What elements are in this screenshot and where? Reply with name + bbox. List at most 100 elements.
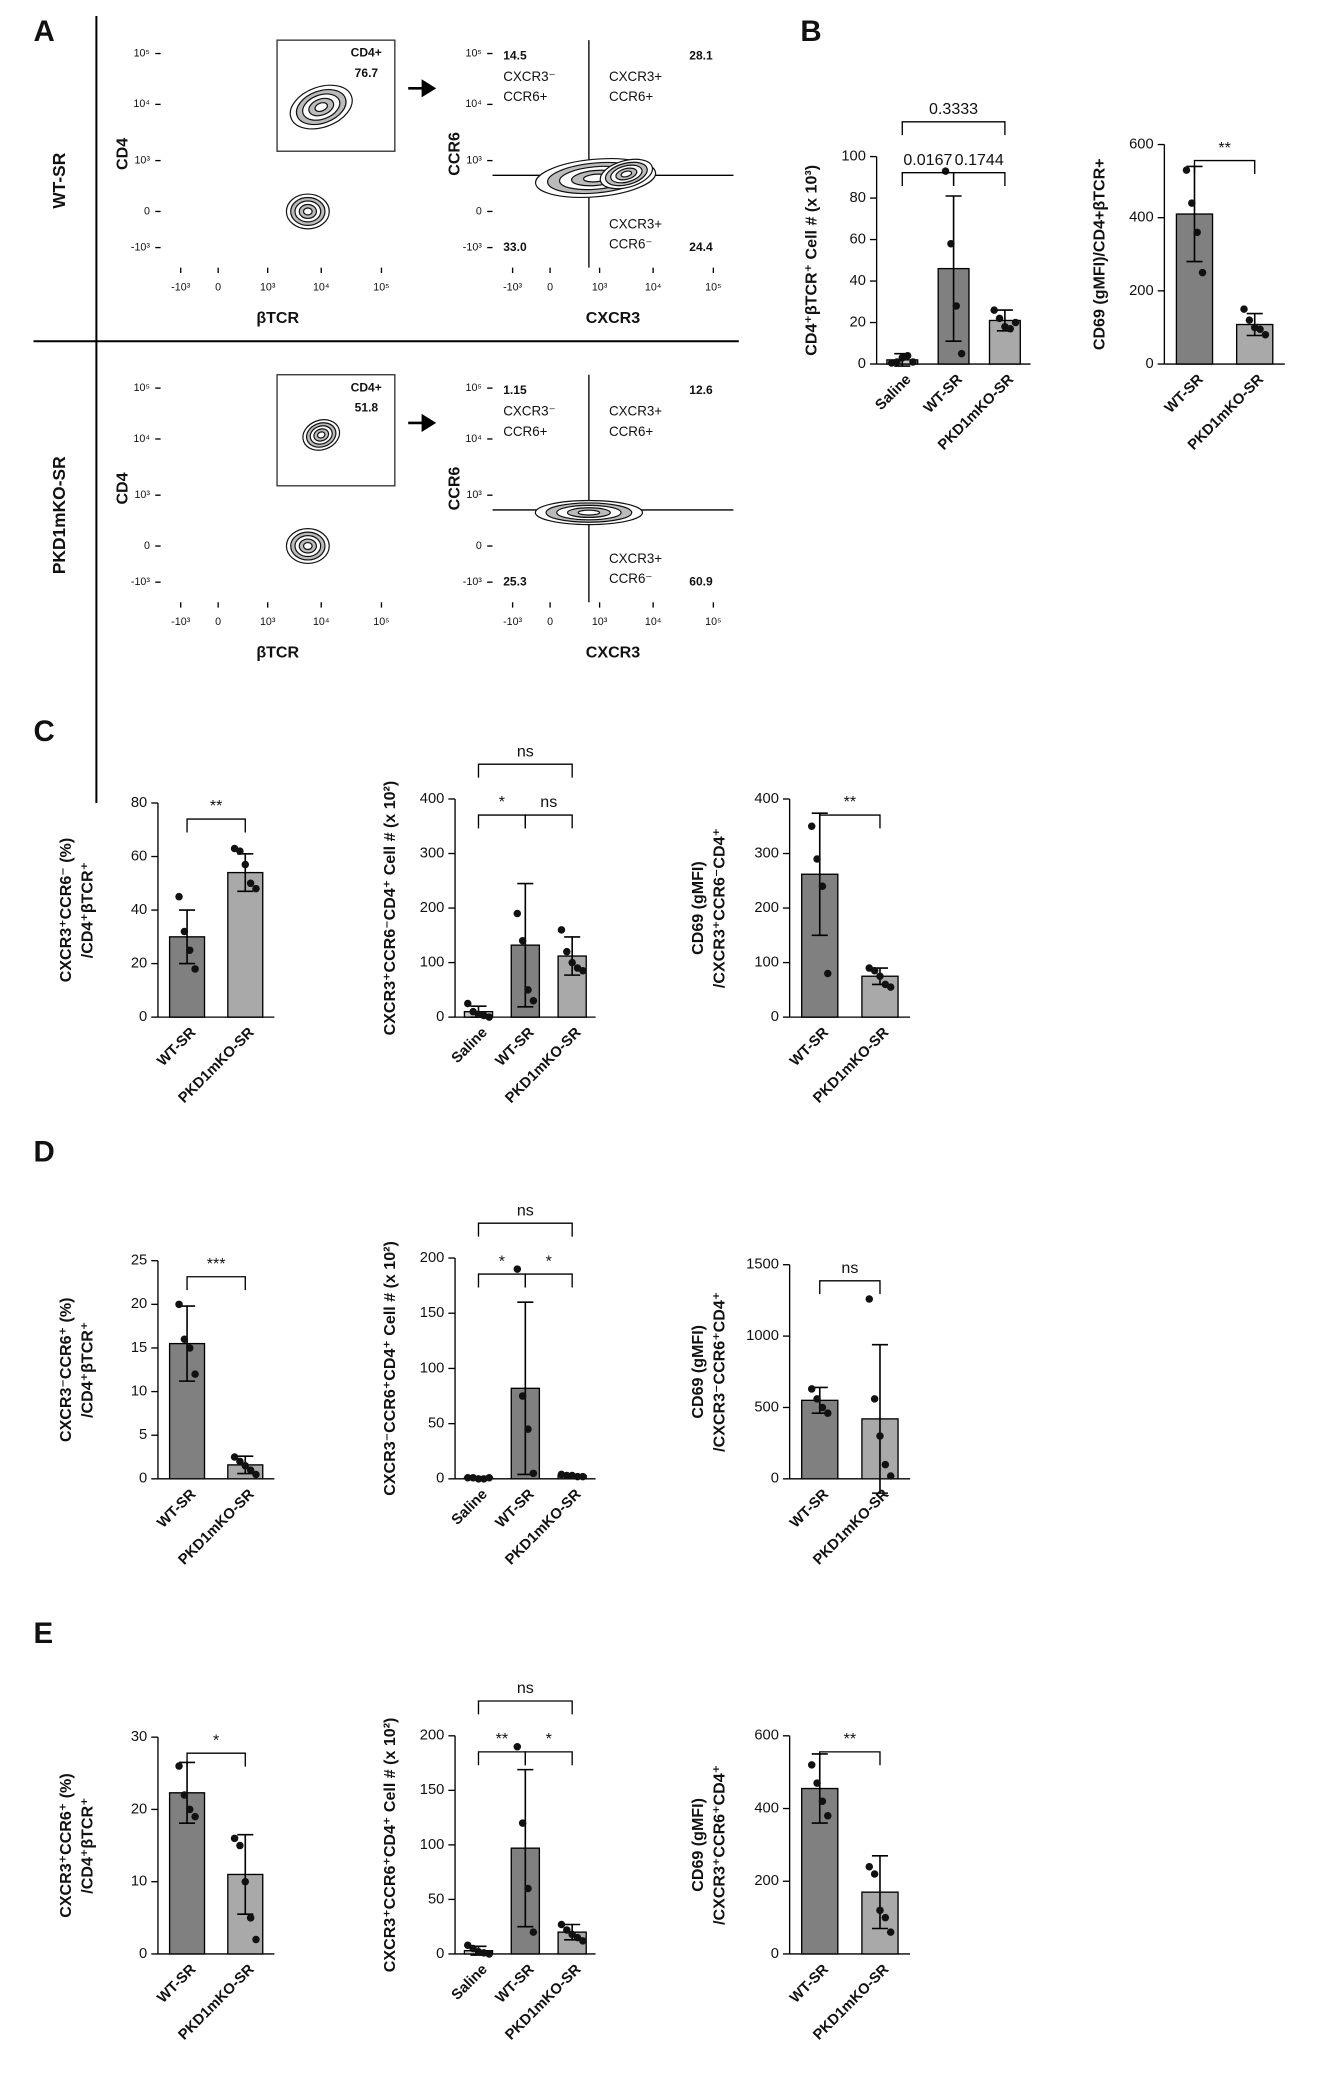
flow-x-tick: 10³ bbox=[592, 282, 608, 294]
row-label: PKD1mKO-SR bbox=[49, 456, 69, 574]
contour bbox=[302, 541, 313, 551]
data-point bbox=[557, 926, 566, 934]
data-point bbox=[807, 1761, 816, 1769]
significance-bracket bbox=[952, 171, 1006, 187]
gate bbox=[276, 374, 396, 487]
flow-x-tick: 10³ bbox=[260, 282, 276, 294]
flow-x-tick: 10⁵ bbox=[705, 616, 721, 628]
data-point bbox=[903, 351, 912, 360]
data-point bbox=[175, 892, 183, 901]
data-point bbox=[579, 967, 587, 975]
y-axis-label: CXCR3⁺CCR6⁺ (%) bbox=[57, 1773, 75, 1917]
data-point bbox=[180, 927, 189, 936]
data-point bbox=[1188, 199, 1196, 207]
flow-y-tick: 10³ bbox=[134, 489, 150, 501]
error-bar bbox=[811, 812, 828, 937]
flow-y-tick: 10³ bbox=[466, 489, 482, 501]
y-tick-label: 40 bbox=[850, 273, 866, 289]
data-point bbox=[876, 972, 884, 980]
data-point bbox=[236, 1457, 244, 1466]
panel-letter: E bbox=[33, 1617, 53, 1650]
data-point bbox=[513, 1742, 522, 1751]
significance-bracket bbox=[819, 814, 881, 829]
y-tick-label: 40 bbox=[131, 902, 147, 918]
flow-x-tick: -10³ bbox=[171, 616, 190, 628]
data-point bbox=[563, 1471, 571, 1480]
x-tick-label: WT-SR bbox=[787, 1025, 832, 1070]
significance-label: ns bbox=[540, 793, 557, 811]
x-tick-label: WT-SR bbox=[787, 1486, 832, 1531]
y-tick-label: 0 bbox=[771, 1471, 779, 1487]
significance-label: 0.0167 bbox=[903, 151, 952, 169]
significance-label: ** bbox=[844, 1730, 857, 1748]
y-tick-label: 400 bbox=[754, 1800, 779, 1816]
quadrant-label: CCR6+ bbox=[609, 424, 653, 439]
data-point bbox=[807, 1385, 816, 1393]
y-tick-label: 10 bbox=[131, 1383, 147, 1399]
data-point bbox=[246, 879, 255, 888]
data-point bbox=[909, 358, 917, 366]
y-tick-label: 50 bbox=[428, 1416, 444, 1432]
flow-y-tick: 10⁴ bbox=[133, 98, 150, 110]
flow-y-tick: -10³ bbox=[131, 576, 150, 588]
data-point bbox=[230, 1453, 239, 1461]
y-tick-label: 600 bbox=[1129, 136, 1154, 152]
flow-y-tick: 10⁴ bbox=[465, 98, 482, 110]
contour bbox=[302, 207, 313, 216]
data-point bbox=[579, 1472, 587, 1481]
data-point bbox=[995, 314, 1004, 323]
data-point bbox=[818, 1797, 827, 1805]
y-tick-label: 200 bbox=[420, 1250, 445, 1266]
data-point bbox=[881, 1460, 890, 1469]
data-point bbox=[175, 1762, 183, 1770]
quadrant-label: CCR6⁻ bbox=[609, 236, 652, 251]
flow-y-tick: 0 bbox=[476, 540, 482, 552]
data-point bbox=[513, 1265, 522, 1273]
y-tick-label: 0 bbox=[139, 1471, 147, 1487]
x-tick-label: Saline bbox=[449, 1486, 491, 1528]
data-point bbox=[236, 847, 244, 855]
data-point bbox=[813, 1395, 821, 1403]
y-tick-label: 200 bbox=[420, 1728, 445, 1744]
error-bar bbox=[517, 1768, 534, 1928]
quadrant-label: CXCR3+ bbox=[609, 69, 662, 84]
flow-x-tick: 10⁴ bbox=[313, 616, 330, 628]
quadrant-value: 33.0 bbox=[503, 240, 527, 254]
data-point bbox=[824, 1409, 832, 1417]
flow-y-tick: 10⁴ bbox=[465, 433, 482, 445]
gate-value: 51.8 bbox=[355, 400, 379, 414]
x-tick-label: WT-SR bbox=[1162, 371, 1207, 416]
significance-bracket bbox=[477, 814, 526, 829]
significance-label: ** bbox=[210, 797, 223, 815]
significance-bracket bbox=[477, 1222, 573, 1237]
flow-x-tick: -10³ bbox=[503, 616, 522, 628]
data-point bbox=[464, 1473, 472, 1482]
data-point bbox=[252, 884, 260, 893]
data-point bbox=[886, 1472, 895, 1480]
significance-label: ** bbox=[1218, 139, 1231, 157]
y-tick-label: 100 bbox=[841, 148, 866, 164]
contour bbox=[620, 170, 633, 178]
quadrant-value: 24.4 bbox=[689, 240, 713, 254]
flow-axis-label: CD4 bbox=[113, 138, 131, 170]
data-point bbox=[952, 302, 961, 310]
data-point bbox=[464, 1941, 472, 1949]
quadrant-label: CXCR3+ bbox=[609, 551, 662, 566]
data-point bbox=[485, 1473, 493, 1482]
y-tick-label: 20 bbox=[131, 955, 147, 971]
data-point bbox=[241, 860, 250, 869]
row-label: WT-SR bbox=[49, 152, 69, 208]
x-tick-label: WT-SR bbox=[493, 1025, 538, 1070]
significance-label: ** bbox=[844, 793, 857, 811]
quadrant-label: CXCR3⁻ bbox=[503, 404, 555, 419]
x-tick-label: Saline bbox=[873, 372, 915, 414]
error-bar bbox=[517, 882, 534, 1008]
data-point bbox=[1256, 325, 1264, 334]
data-point bbox=[886, 1928, 895, 1936]
data-point bbox=[807, 822, 816, 830]
data-point bbox=[529, 997, 538, 1005]
data-point bbox=[865, 1862, 874, 1871]
flow-x-tick: 0 bbox=[547, 616, 553, 628]
y-axis-label: CXCR3⁺CCR6⁻CD4⁺ Cell # (x 10²) bbox=[381, 781, 399, 1036]
arrow bbox=[408, 413, 437, 433]
